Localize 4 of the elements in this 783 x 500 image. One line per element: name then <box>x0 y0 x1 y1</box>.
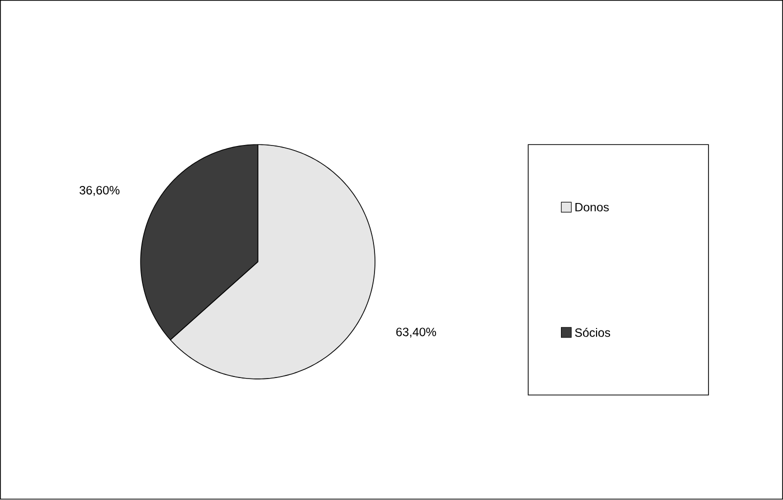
data-label: 63,40% <box>396 328 436 338</box>
data-label: 36,60% <box>80 186 120 196</box>
legend-label: Donos <box>575 203 609 212</box>
legend-label: Sócios <box>575 328 610 338</box>
